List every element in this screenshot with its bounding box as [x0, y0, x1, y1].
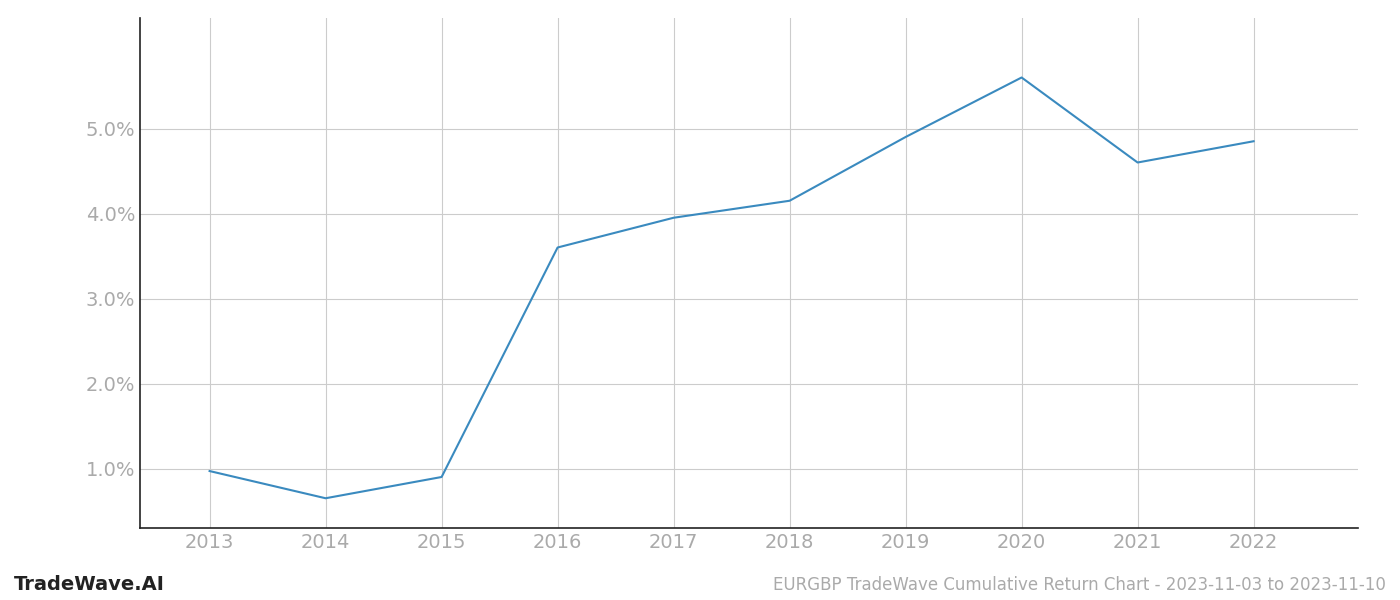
Text: EURGBP TradeWave Cumulative Return Chart - 2023-11-03 to 2023-11-10: EURGBP TradeWave Cumulative Return Chart…: [773, 576, 1386, 594]
Text: TradeWave.AI: TradeWave.AI: [14, 575, 165, 594]
